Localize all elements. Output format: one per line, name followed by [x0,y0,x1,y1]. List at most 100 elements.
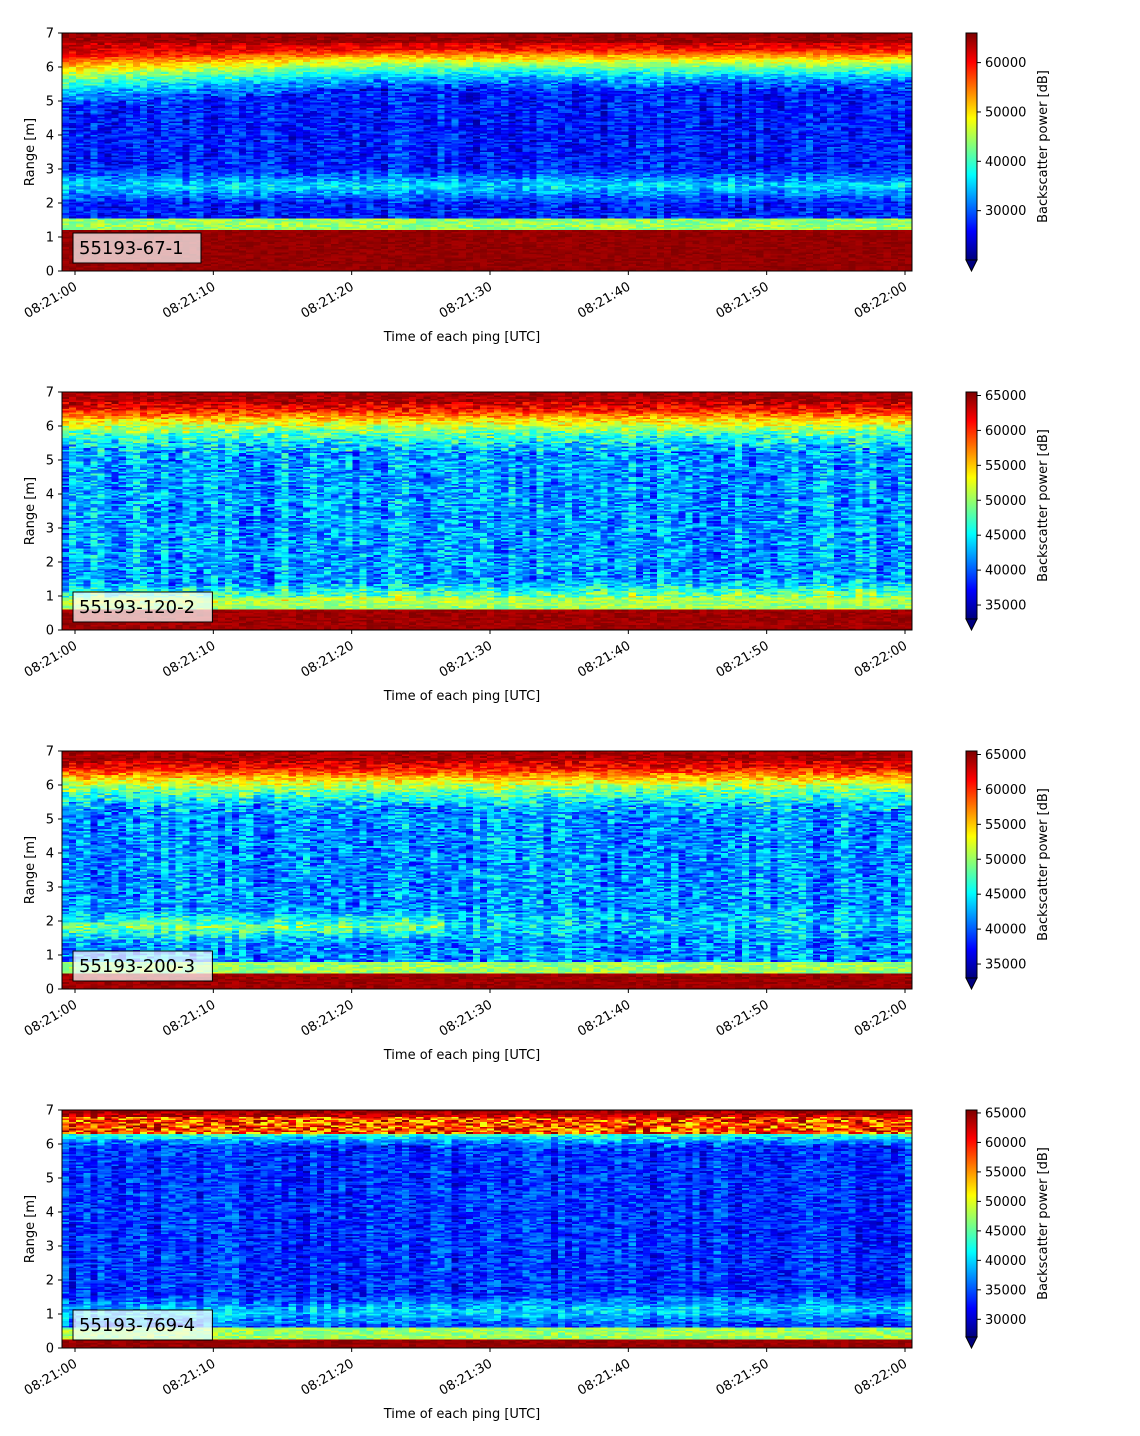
colorbar-tick-label: 50000 [985,1195,1026,1210]
y-tick-label: 6 [46,420,54,435]
axes-overlay: 0 1 2 3 4 5 6 7 08:21:00 08:21:10 08:21:20 08:21:30… [22,386,1051,705]
panel-id-text: 55193-200-3 [79,956,195,977]
y-tick-label: 4 [46,488,54,503]
y-tick-label: 2 [46,1274,54,1289]
x-tick-label: 08:22:00 [852,279,910,321]
colorbar-label: Backscatter power [dB] [1036,429,1051,582]
y-tick-label: 6 [46,1138,54,1153]
colorbar-tick-label: 65000 [985,389,1026,404]
x-tick-label: 08:21:40 [575,1356,633,1398]
colorbar-tick-label: 40000 [985,923,1026,938]
y-axis-label: Range [m] [23,1195,38,1263]
panel-id-label: 55193-769-4 [72,1309,213,1341]
colorbar-tick-label: 60000 [985,424,1026,439]
colorbar-gradient [966,33,977,260]
y-tick-label: 7 [46,745,54,760]
colorbar-tick-label: 55000 [985,818,1026,833]
heatmap-image [62,751,912,989]
heatmap-image [62,33,912,271]
x-tick-label: 08:21:20 [299,997,357,1039]
x-tick-label: 08:21:20 [299,638,357,680]
colorbar-extend-min [965,977,978,991]
colorbar-extend-min [965,1336,978,1350]
y-axis-label: Range [m] [23,836,38,904]
colorbar-label: Backscatter power [dB] [1036,70,1051,223]
colorbar-tick-label: 30000 [985,204,1026,219]
x-tick-label: 08:21:30 [437,638,495,680]
x-tick-label: 08:21:50 [714,997,772,1039]
panel-id-text: 55193-120-2 [79,597,195,618]
x-tick-label: 08:21:00 [22,638,80,680]
plot-frame [61,32,913,272]
colorbar-tick-label: 60000 [985,1136,1026,1151]
y-tick-label: 1 [46,231,54,246]
y-tick-label: 7 [46,27,54,42]
y-tick-label: 4 [46,847,54,862]
x-tick-label: 08:21:00 [22,279,80,321]
colorbar-frame [965,750,978,979]
x-tick-label: 08:22:00 [852,997,910,1039]
y-tick-label: 3 [46,522,54,537]
axes-overlay: 0 1 2 3 4 5 6 7 08:21:00 08:21:10 08:21:20 08:21:30… [22,745,1051,1064]
colorbar-tick-label: 65000 [985,1106,1026,1121]
colorbar-tick-label: 35000 [985,1283,1026,1298]
plot-frame [61,391,913,631]
x-axis-label: Time of each ping [UTC] [383,689,541,704]
panel-id-label: 55193-120-2 [72,591,213,623]
colorbar-tick-label: 35000 [985,958,1026,973]
x-tick-label: 08:21:50 [714,638,772,680]
panel-3: 0 1 2 3 4 5 6 7 08:21:00 08:21:10 08:21:20 08:21:30… [0,718,1140,1077]
colorbar-tick-label: 50000 [985,853,1026,868]
x-tick-label: 08:21:00 [22,997,80,1039]
x-tick-label: 08:21:40 [575,638,633,680]
y-tick-label: 0 [46,1342,54,1357]
colorbar-tick-label: 30000 [985,1313,1026,1328]
colorbar-gradient [966,1110,977,1337]
x-axis-label: Time of each ping [UTC] [383,1048,541,1063]
y-tick-label: 3 [46,881,54,896]
panel-id-text: 55193-769-4 [79,1315,195,1336]
y-tick-label: 7 [46,386,54,401]
colorbar-tick-label: 50000 [985,494,1026,509]
colorbar-frame [965,1109,978,1338]
colorbar-tick-label: 55000 [985,459,1026,474]
x-tick-label: 08:21:20 [299,1356,357,1398]
heatmap-image [62,392,912,630]
colorbar-frame [965,391,978,620]
y-tick-label: 4 [46,129,54,144]
x-tick-label: 08:21:10 [160,279,218,321]
y-axis-label: Range [m] [23,477,38,545]
y-tick-label: 0 [46,624,54,639]
x-tick-label: 08:21:30 [437,1356,495,1398]
colorbar-extend-min [965,259,978,273]
y-tick-label: 0 [46,983,54,998]
x-axis-label: Time of each ping [UTC] [383,330,541,345]
x-axis-label: Time of each ping [UTC] [383,1407,541,1422]
x-tick-label: 08:21:30 [437,279,495,321]
colorbar-label: Backscatter power [dB] [1036,788,1051,941]
colorbar-tick-label: 45000 [985,1224,1026,1239]
x-tick-label: 08:22:00 [852,1356,910,1398]
panel-4: 0 1 2 3 4 5 6 7 08:21:00 08:21:10 08:21:20 08:21:30… [0,1077,1140,1436]
axes-overlay: 0 1 2 3 4 5 6 7 08:21:00 08:21:10 08:21:20 08:21:30… [22,1104,1051,1423]
x-tick-label: 08:21:10 [160,638,218,680]
y-tick-label: 7 [46,1104,54,1119]
x-tick-label: 08:21:40 [575,997,633,1039]
y-tick-label: 3 [46,163,54,178]
panel-2: 0 1 2 3 4 5 6 7 08:21:00 08:21:10 08:21:20 08:21:30… [0,359,1140,718]
y-tick-label: 2 [46,556,54,571]
plot-frame [61,1109,913,1349]
x-tick-label: 08:21:50 [714,1356,772,1398]
y-tick-label: 2 [46,197,54,212]
y-tick-label: 4 [46,1206,54,1221]
colorbar-tick-label: 45000 [985,888,1026,903]
panel-id-label: 55193-200-3 [72,950,213,982]
colorbar-tick-label: 35000 [985,599,1026,614]
x-tick-label: 08:21:10 [160,1356,218,1398]
x-tick-label: 08:21:10 [160,997,218,1039]
colorbar-tick-label: 60000 [985,56,1026,71]
colorbar-tick-label: 40000 [985,1254,1026,1269]
colorbar-tick-label: 50000 [985,105,1026,120]
y-tick-label: 6 [46,61,54,76]
